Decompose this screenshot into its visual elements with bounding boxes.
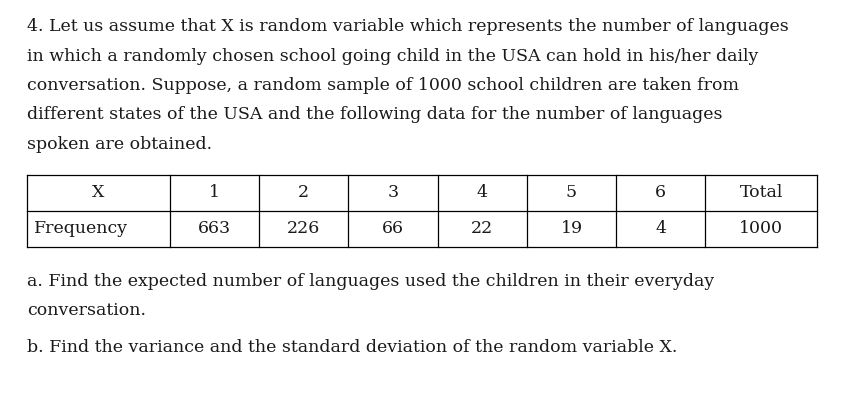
Text: conversation.: conversation. [27, 302, 146, 319]
Text: 663: 663 [197, 220, 231, 237]
Text: X: X [92, 184, 105, 201]
Text: b. Find the variance and the standard deviation of the random variable X.: b. Find the variance and the standard de… [27, 339, 678, 356]
Text: 22: 22 [471, 220, 494, 237]
Text: conversation. Suppose, a random sample of 1000 school children are taken from: conversation. Suppose, a random sample o… [27, 77, 739, 94]
Text: 1: 1 [209, 184, 220, 201]
Text: spoken are obtained.: spoken are obtained. [27, 136, 212, 153]
Text: in which a randomly chosen school going child in the USA can hold in his/her dai: in which a randomly chosen school going … [27, 48, 759, 65]
Text: different states of the USA and the following data for the number of languages: different states of the USA and the foll… [27, 106, 722, 123]
Text: 2: 2 [298, 184, 309, 201]
Text: 66: 66 [382, 220, 404, 237]
Text: 3: 3 [387, 184, 398, 201]
Text: 19: 19 [560, 220, 582, 237]
Text: Total: Total [739, 184, 783, 201]
Text: 1000: 1000 [739, 220, 783, 237]
Text: Frequency: Frequency [34, 220, 128, 237]
Text: a. Find the expected number of languages used the children in their everyday: a. Find the expected number of languages… [27, 273, 714, 290]
Text: 5: 5 [566, 184, 577, 201]
Text: 4: 4 [477, 184, 488, 201]
Text: 6: 6 [655, 184, 666, 201]
Text: 4. Let us assume that X is random variable which represents the number of langua: 4. Let us assume that X is random variab… [27, 18, 789, 35]
Text: 4: 4 [655, 220, 666, 237]
Text: 226: 226 [287, 220, 321, 237]
